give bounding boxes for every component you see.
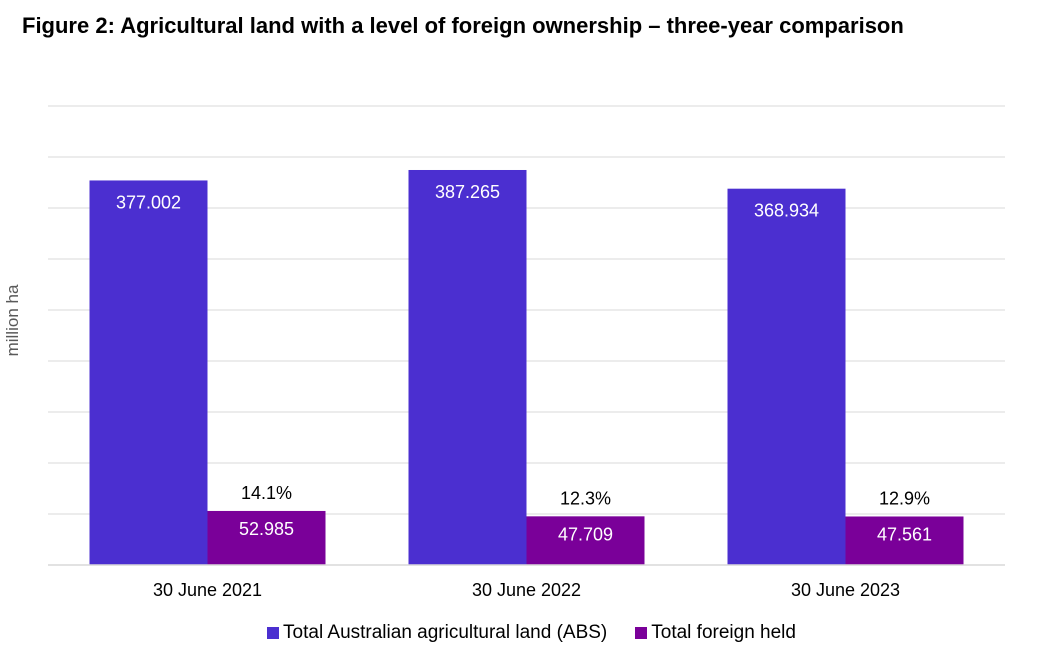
data-label-total-land: 377.002 xyxy=(116,192,181,212)
legend-swatch-total-land xyxy=(267,627,280,639)
legend: Total Australian agricultural land (ABS)… xyxy=(0,622,1063,644)
data-label-foreign-held: 47.561 xyxy=(877,524,932,544)
legend-swatch-foreign-held xyxy=(635,627,648,639)
x-tick-label: 30 June 2023 xyxy=(791,580,900,600)
legend-label-foreign-held: Total foreign held xyxy=(651,622,796,643)
bar-total-land xyxy=(408,169,527,566)
bar-chart: million ha 377.002 52.985 14.1% 30 June 2021… xyxy=(3,105,1005,600)
bar-foreign-held xyxy=(207,510,326,565)
percentage-annotation: 12.9% xyxy=(879,488,930,508)
x-tick-label: 30 June 2022 xyxy=(472,580,581,600)
data-label-total-land: 387.265 xyxy=(435,182,500,202)
bar-foreign-held xyxy=(526,516,645,565)
chart-title: Figure 2: Agricultural land with a level… xyxy=(22,13,904,38)
data-label-foreign-held: 52.985 xyxy=(239,519,294,539)
data-label-foreign-held: 47.709 xyxy=(558,524,613,544)
percentage-annotation: 14.1% xyxy=(241,483,292,503)
legend-item-total-land: Total Australian agricultural land (ABS) xyxy=(267,622,607,644)
legend-item-foreign-held: Total foreign held xyxy=(635,622,796,644)
data-label-total-land: 368.934 xyxy=(754,201,819,221)
bar-foreign-held xyxy=(845,516,964,565)
x-tick-label: 30 June 2021 xyxy=(153,580,262,600)
y-axis-label: million ha xyxy=(3,284,22,356)
percentage-annotation: 12.3% xyxy=(560,488,611,508)
bar-total-land xyxy=(89,180,208,566)
bar-total-land xyxy=(727,188,846,565)
legend-label-total-land: Total Australian agricultural land (ABS) xyxy=(283,622,608,643)
